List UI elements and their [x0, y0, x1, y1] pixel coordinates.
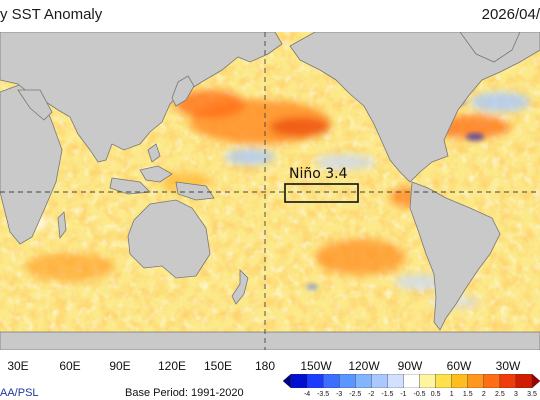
colorbar-swatch: [451, 374, 469, 388]
colorbar-arrow-low: [283, 374, 292, 388]
colorbar: [283, 374, 540, 388]
colorbar-tick-label: -4: [303, 391, 311, 398]
longitude-label: 90E: [109, 359, 131, 373]
map-title: y SST Anomaly: [0, 6, 103, 23]
land-australia: [127, 199, 211, 279]
longitude-label: 30W: [495, 359, 521, 373]
colorbar-swatch: [322, 374, 340, 388]
colorbar-arrow-high: [531, 374, 540, 388]
land-north-america: [289, 32, 540, 183]
longitude-label: 90W: [397, 359, 423, 373]
longitude-label: 180: [254, 359, 276, 373]
colorbar-tick-label: 2.5: [494, 391, 505, 398]
colorbar-tick-label: -3: [336, 391, 343, 398]
colorbar-tick-label: -1.5: [381, 391, 394, 398]
colorbar-swatch: [306, 374, 324, 388]
colorbar-tick-label: 1.5: [462, 391, 473, 398]
colorbar-swatch: [387, 374, 404, 388]
map-date: 2026/04/: [481, 6, 540, 23]
colorbar-swatch: [290, 374, 308, 388]
colorbar-swatch: [403, 374, 421, 388]
colorbar-tick-label: 3: [513, 391, 518, 398]
nino34-box: [284, 183, 359, 203]
colorbar-swatch: [515, 374, 533, 388]
colorbar-tick-label: -2: [368, 391, 375, 398]
colorbar-swatch: [419, 374, 437, 388]
colorbar-tick-label: -0.5: [413, 391, 426, 398]
land-south-america: [409, 181, 501, 331]
colorbar-tick-label: -3.5: [317, 391, 330, 398]
land-masses: [0, 32, 540, 350]
land-eurasia: [0, 32, 283, 163]
longitude-label: 60E: [59, 359, 81, 373]
colorbar-tick-label: 3.5: [527, 391, 537, 398]
longitude-label: 30E: [7, 359, 29, 373]
longitude-label: 60W: [446, 359, 472, 373]
credit-text: AA/PSL: [0, 387, 39, 399]
colorbar-swatch: [371, 374, 388, 388]
colorbar-swatch: [355, 374, 372, 388]
longitude-label: 150W: [300, 359, 332, 373]
colorbar-swatch: [483, 374, 501, 388]
longitude-label: 120W: [348, 359, 380, 373]
colorbar-tick-label: 0.5: [430, 391, 441, 398]
land-greenland: [459, 32, 521, 63]
colorbar-swatch: [467, 374, 485, 388]
colorbar-swatch: [435, 374, 453, 388]
colorbar-tick-label: -1: [400, 391, 407, 398]
colorbar-swatch: [339, 374, 356, 388]
colorbar-swatch: [499, 374, 517, 388]
nino34-label: Niño 3.4: [289, 166, 348, 182]
longitude-label: 150E: [203, 359, 233, 373]
sst-anomaly-map: Niño 3.4: [0, 32, 540, 350]
land-japan: [171, 75, 195, 107]
colorbar-tick-label: 2: [481, 391, 486, 398]
land-new-guinea: [175, 181, 215, 201]
land-antarctica: [0, 331, 540, 350]
colorbar-tick-label: 1: [449, 391, 454, 398]
longitude-label: 120E: [157, 359, 187, 373]
anomaly-patches: [0, 64, 530, 308]
colorbar-tick-label: -2.5: [349, 391, 362, 398]
base-period-text: Base Period: 1991-2020: [125, 387, 244, 399]
